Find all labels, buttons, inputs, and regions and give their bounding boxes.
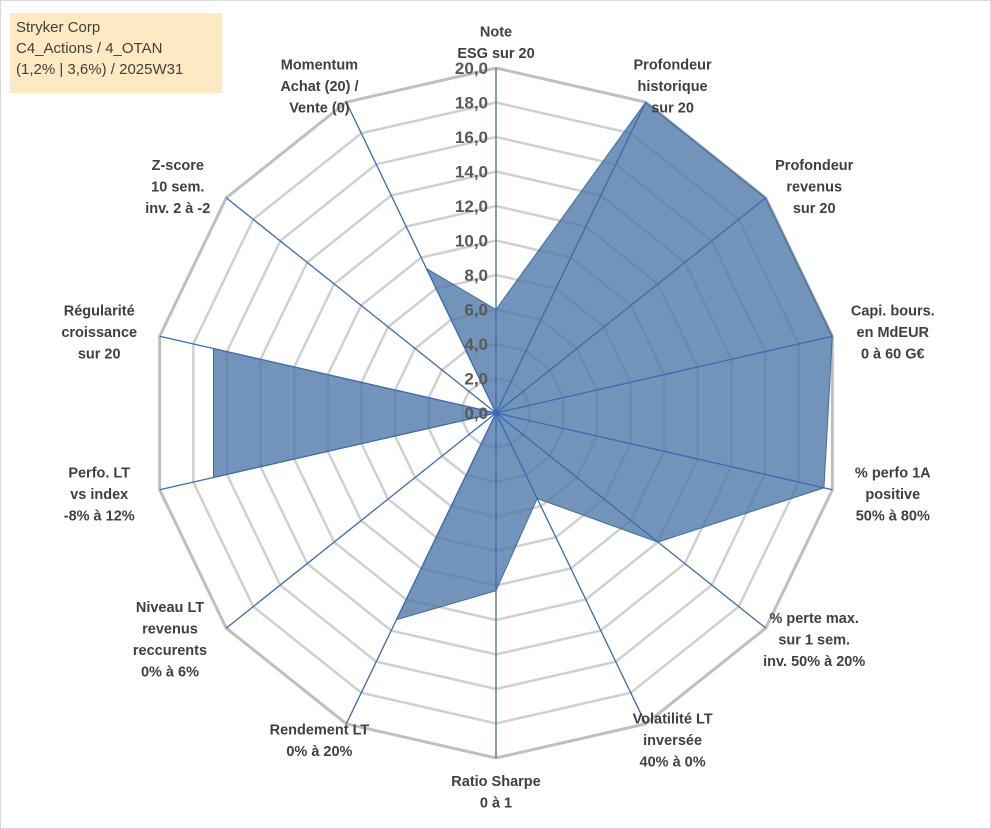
tick-label: 18,0 [455,94,488,113]
axis-label-line: croissance [61,325,137,341]
axis-label-line: Z-score [152,158,204,174]
axis-label: % perfo 1A positive 50% à 80% [855,465,931,524]
axis-label: Momentum Achat (20) / Vente (0) [280,57,358,116]
axis-label-line: 0% à 6% [141,665,199,681]
axis-label-line: sur 20 [651,100,694,116]
axis-label: Capi. bours. en MdEUR 0 à 60 G€ [851,304,935,363]
axis-spoke [225,412,497,629]
axis-label: Profondeur historique sur 20 [634,57,712,116]
axis-label-line: Achat (20) / [280,79,358,95]
axis-spoke [495,412,647,725]
axis-label-line: Niveau LT [136,600,204,616]
axis-label-line: historique [638,79,708,95]
axis-label-line: Régularité [64,304,135,320]
axis-spoke [159,335,497,414]
tick-label: 6,0 [464,301,488,320]
axis-label-line: reccurents [133,643,207,659]
axis-label-line: 50% à 80% [856,508,930,524]
axis-label-line: inv. 50% à 20% [763,654,865,670]
axis-label-line: sur 1 sem. [778,632,850,648]
axis-label-line: Capi. bours. [851,304,935,320]
axis-label-line: Vente (0) [289,100,350,116]
axis-label-line: 10 sem. [151,180,204,196]
axis-label-line: Rendement LT [270,722,370,738]
tick-label: 0,0 [464,404,488,423]
tick-label: 10,0 [455,232,488,251]
axis-label-line: inv. 2 à -2 [145,201,210,217]
axis-label: Perfo. LT vs index -8% à 12% [64,465,135,524]
axis-label: Rendement LT 0% à 20% [270,722,370,760]
axis-spoke [495,412,833,491]
axis-label-line: revenus [142,622,198,638]
axis-label-line: ESG sur 20 [457,46,534,62]
tick-label: 12,0 [455,197,488,216]
axis-label-line: inversée [643,733,702,749]
axis-label-line: 0 à 60 G€ [861,347,925,363]
axis-label-line: 0% à 20% [286,744,352,760]
title-line: C4_Actions / 4_OTAN [16,40,163,57]
tick-label: 4,0 [464,335,488,354]
axis-label-line: revenus [786,180,842,196]
axis-label: Ratio Sharpe 0 à 1 [451,774,540,812]
axis-label-line: Note [480,25,512,41]
axis-label-line: Momentum [281,57,358,73]
axis-label-line: Ratio Sharpe [451,774,540,790]
axis-label: Note ESG sur 20 [457,25,534,63]
axis-label-line: 0 à 1 [480,796,512,812]
axis-label: % perte max. sur 1 sem. inv. 50% à 20% [763,611,865,670]
axis-label-line: Profondeur [775,158,853,174]
title-line: Stryker Corp [16,19,101,36]
tick-label: 20,0 [455,59,488,78]
axis-spoke [345,412,497,725]
axis-label-line: en MdEUR [857,325,930,341]
axis-label: Niveau LT revenus reccurents 0% à 6% [133,600,207,681]
tick-label: 16,0 [455,128,488,147]
axis-label: Régularité croissance sur 20 [61,304,137,363]
axis-label: Z-score 10 sem. inv. 2 à -2 [145,158,210,217]
axis-label-line: % perte max. [769,611,858,627]
axis-label-line: vs index [70,487,128,503]
axis-spoke [159,412,497,491]
axis-label-line: Volatilité LT [633,712,713,728]
axis-label-line: sur 20 [78,347,121,363]
axis-label: Profondeur revenus sur 20 [775,158,853,217]
axis-spoke [495,412,767,629]
axis-spoke [345,101,497,414]
axis-spoke [495,335,833,414]
tick-label: 14,0 [455,163,488,182]
axis-label-line: 40% à 0% [640,755,706,771]
axis-spoke [495,197,767,414]
axis-label-line: Perfo. LT [68,465,130,481]
title-line: (1,2% | 3,6%) / 2025W31 [16,61,184,78]
axis-label: Volatilité LT inversée 40% à 0% [633,712,713,771]
series-area [212,101,833,621]
axis-label-line: positive [865,487,920,503]
tick-label: 8,0 [464,266,488,285]
title-box: Stryker Corp C4_Actions / 4_OTAN (1,2% |… [10,13,222,93]
tick-label: 2,0 [464,370,488,389]
axis-spoke [225,197,497,414]
axis-label-line: Profondeur [634,57,712,73]
axis-label-line: % perfo 1A [855,465,931,481]
axis-spoke [495,101,647,414]
axis-label-line: sur 20 [793,201,836,217]
axis-label-line: -8% à 12% [64,508,135,524]
